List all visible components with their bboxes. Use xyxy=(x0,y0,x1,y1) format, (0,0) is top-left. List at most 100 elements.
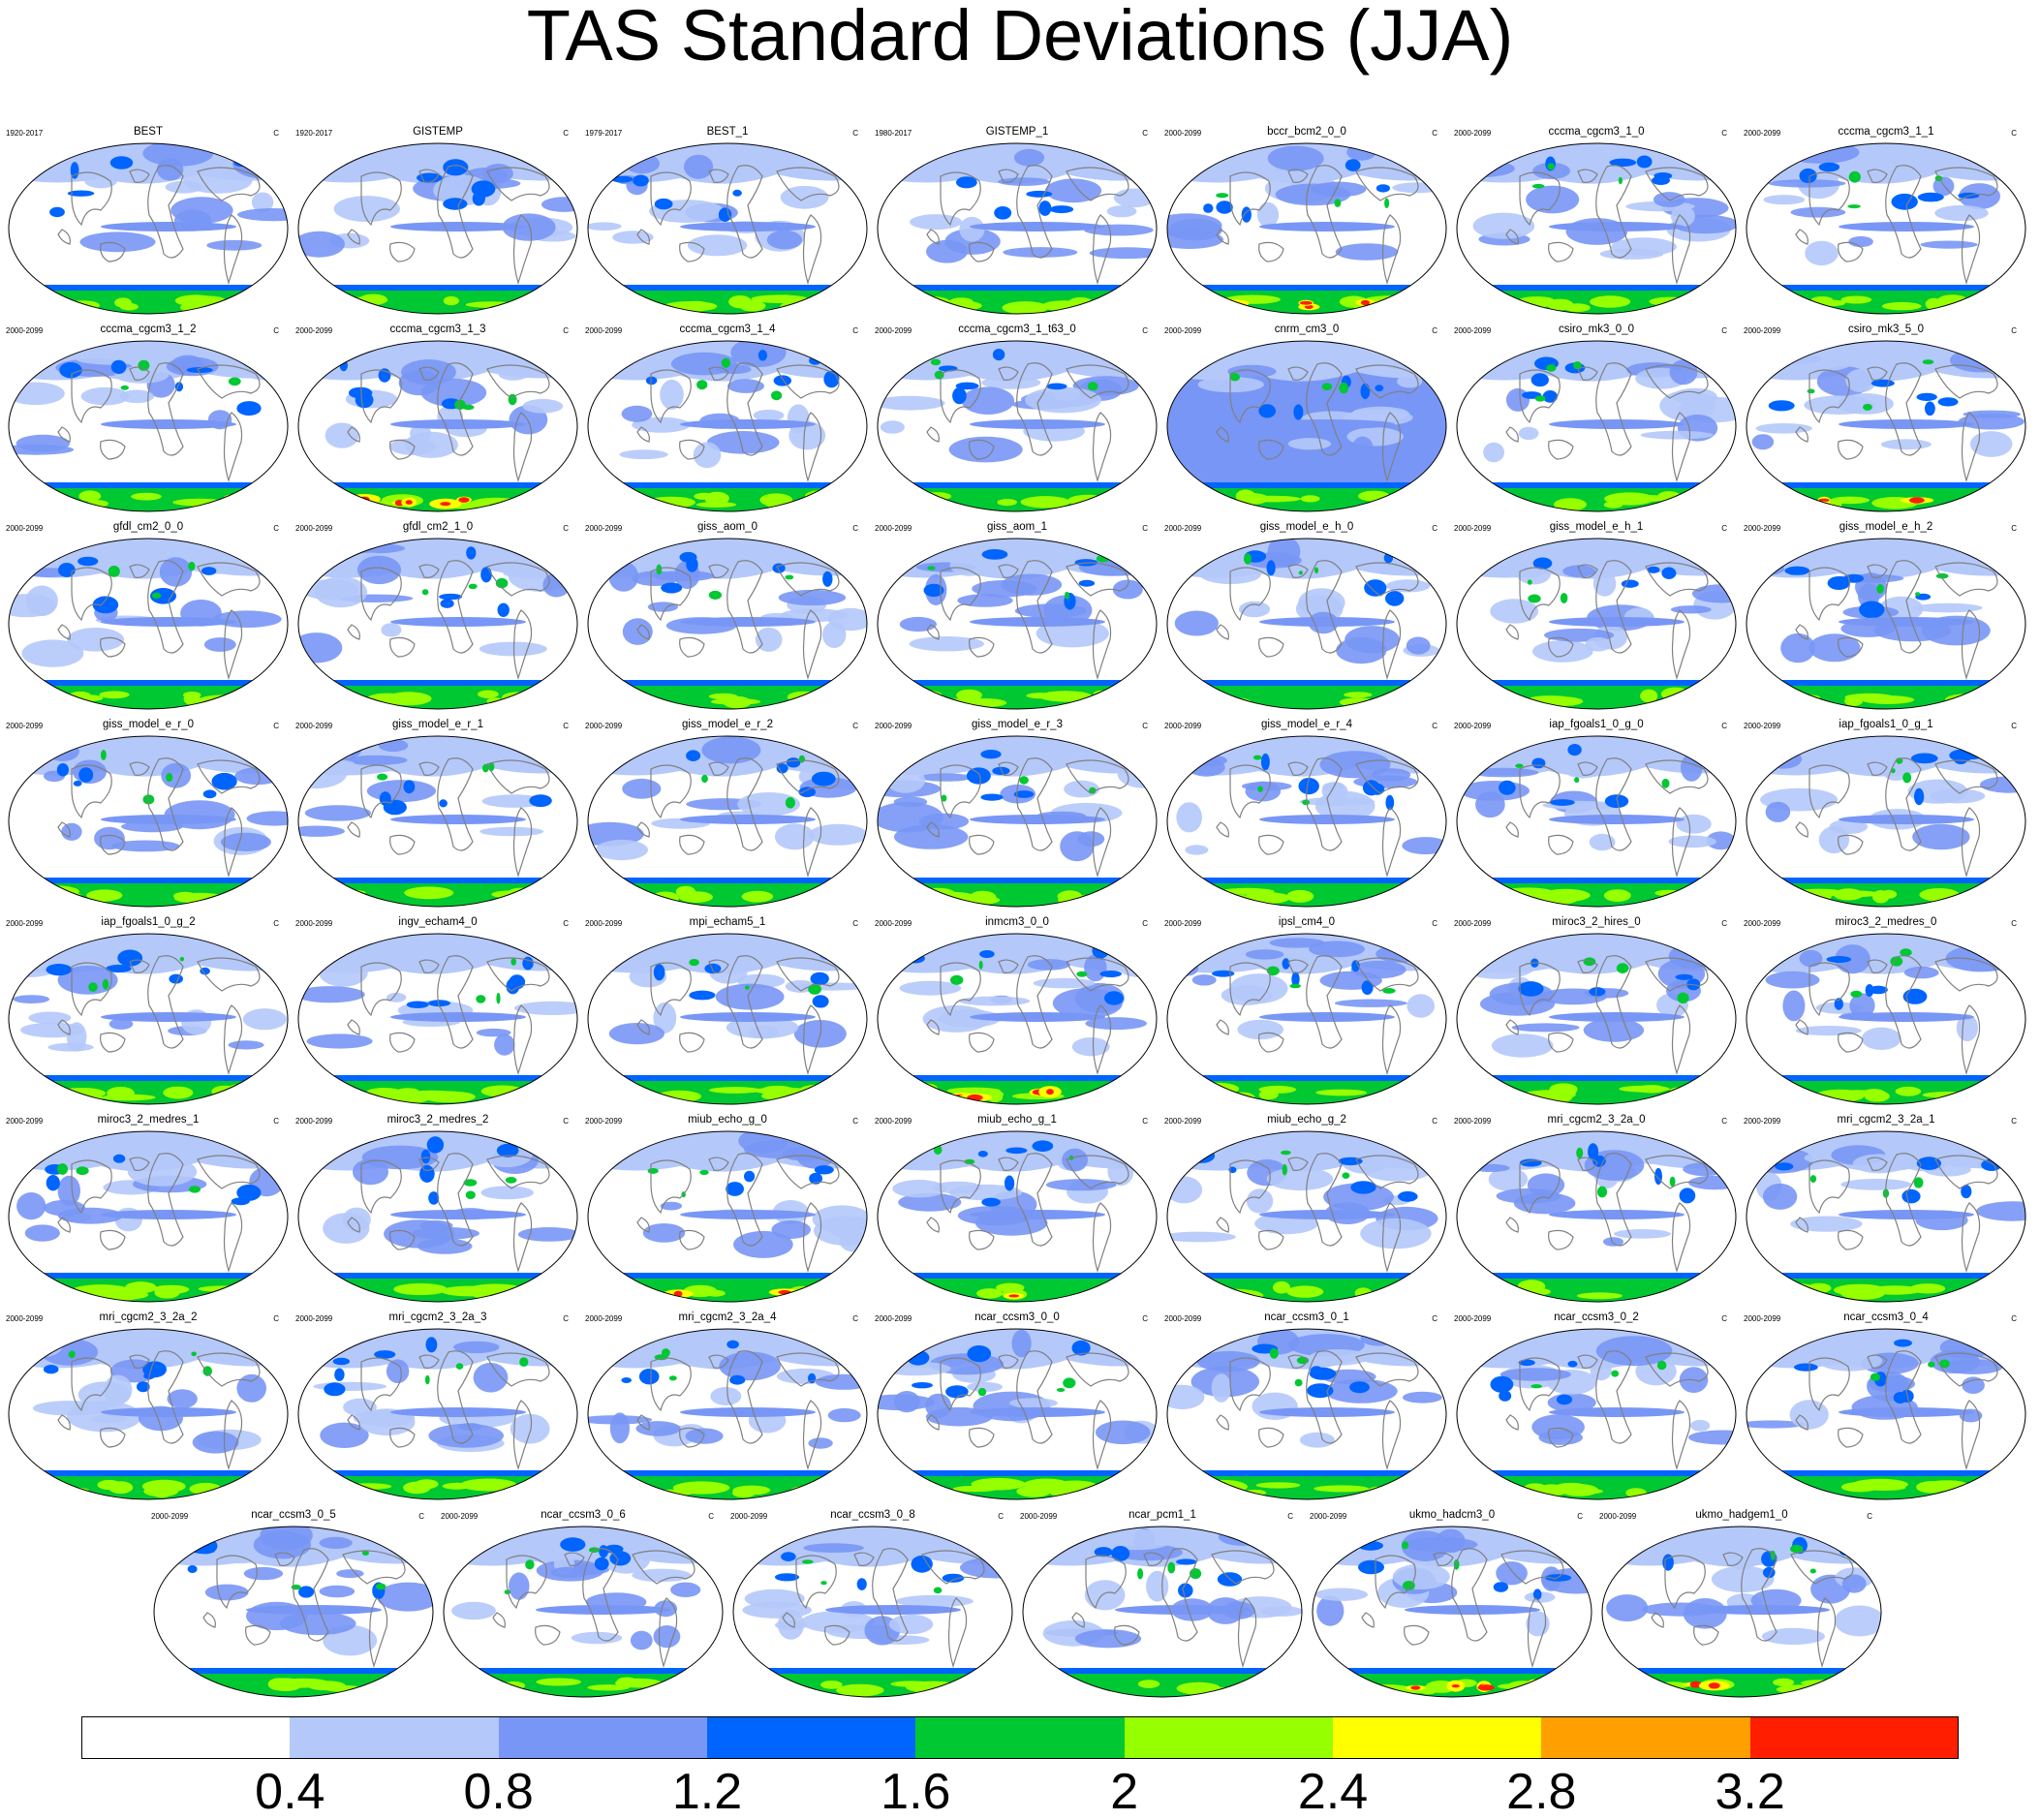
high-variability-patch xyxy=(348,386,373,399)
panel-units: C xyxy=(852,1314,858,1323)
coastline xyxy=(1216,624,1229,640)
map-panel: miroc3_2_medres_1 2000-2099 C xyxy=(4,1114,293,1308)
panel-title: csiro_mk3_0_0 xyxy=(1559,324,1634,335)
southern-variability-patch xyxy=(298,1288,346,1295)
variability-patch xyxy=(479,641,547,657)
southern-variability-patch xyxy=(629,894,657,905)
coastline xyxy=(129,366,150,381)
coastline xyxy=(100,241,126,262)
map-outline xyxy=(732,1526,1013,1698)
southern-variability-patch xyxy=(348,296,388,305)
southern-variability-patch xyxy=(1002,301,1049,314)
variability-patch xyxy=(298,986,365,1003)
high-variability-patch xyxy=(785,574,794,580)
coastline xyxy=(726,757,763,851)
coastline xyxy=(1867,1157,1888,1171)
coastline xyxy=(1433,1552,1454,1566)
high-variability-patch xyxy=(726,1340,739,1349)
high-variability-patch xyxy=(1596,1186,1608,1198)
southern-variability-patch xyxy=(1763,694,1808,704)
coastline xyxy=(1355,364,1419,399)
southern-variability-patch xyxy=(1167,1290,1208,1297)
variability-patch xyxy=(1261,1606,1302,1617)
equatorial-tongue xyxy=(101,222,236,231)
map-panel: ncar_pcm1_1 2000-2099 C xyxy=(1018,1509,1307,1703)
map-svg xyxy=(877,735,1158,908)
coastline xyxy=(1645,167,1709,201)
southern-variability-patch xyxy=(1210,299,1250,308)
panel-units: C xyxy=(563,326,569,335)
high-variability-patch xyxy=(1013,790,1035,798)
map-outline xyxy=(443,1526,724,1698)
variability-patch xyxy=(909,636,984,652)
southern-variability-patch xyxy=(1507,299,1530,308)
coastline xyxy=(1867,366,1888,381)
panel-units: C xyxy=(1142,1314,1148,1323)
high-variability-patch xyxy=(1911,753,1938,764)
southern-variability-patch xyxy=(1490,1283,1514,1294)
southern-variability-patch xyxy=(1783,498,1813,505)
high-variability-patch xyxy=(1291,972,1300,987)
southern-variability-patch xyxy=(946,1087,1001,1095)
variability-patch xyxy=(1085,1017,1147,1031)
southern-variability-patch xyxy=(506,694,525,707)
southern-variability-patch xyxy=(1180,1288,1226,1296)
panel-year-range: 1979-2017 xyxy=(585,129,623,138)
high-variability-patch xyxy=(428,1191,440,1205)
variability-patch xyxy=(910,214,963,231)
panel-title: ncar_ccsm3_0_4 xyxy=(1843,1311,1929,1323)
southern-variability-patch xyxy=(952,1485,998,1493)
southern-variability-patch xyxy=(936,698,976,708)
southern-variability-patch xyxy=(1863,1484,1906,1491)
coastline xyxy=(1548,1229,1574,1250)
coastline xyxy=(1934,957,1998,992)
panel-year-range: 2000-2099 xyxy=(585,722,623,730)
variability-patch xyxy=(406,943,444,958)
southern-variability-patch xyxy=(1463,1286,1511,1294)
panel-units: C xyxy=(273,1314,279,1323)
high-variability-patch xyxy=(1342,1172,1350,1179)
panel-units: C xyxy=(2011,129,2017,138)
coastline xyxy=(636,624,650,640)
high-variability-patch xyxy=(188,561,196,571)
variability-patch xyxy=(1011,1329,1032,1358)
variability-patch xyxy=(1488,1167,1529,1191)
variability-patch xyxy=(592,754,665,774)
variability-patch xyxy=(453,1341,500,1354)
variability-patch xyxy=(21,639,84,667)
southern-variability-patch xyxy=(125,1281,157,1294)
coastline xyxy=(100,1427,126,1448)
southern-variability-patch xyxy=(1759,499,1799,508)
southern-variability-patch xyxy=(1395,889,1434,899)
southern-variability-patch xyxy=(514,497,541,507)
equatorial-tongue xyxy=(680,617,816,627)
high-variability-patch xyxy=(1518,981,1544,997)
variability-patch xyxy=(1457,741,1509,755)
variability-patch xyxy=(16,1192,46,1220)
southern-variability-patch xyxy=(1973,1083,1990,1095)
high-variability-patch xyxy=(1384,198,1390,209)
map-outline xyxy=(1746,933,2026,1105)
high-variability-patch xyxy=(1078,579,1096,587)
variability-patch xyxy=(1840,1179,1912,1190)
high-variability-patch xyxy=(1203,203,1214,213)
coastline xyxy=(940,171,981,227)
panel-units: C xyxy=(1867,1512,1872,1521)
high-variability-patch xyxy=(686,750,701,761)
southern-variability-patch xyxy=(211,1085,238,1098)
high-variability-patch xyxy=(189,1186,201,1193)
map-svg xyxy=(877,538,1158,710)
variability-patch xyxy=(1013,148,1045,167)
southern-variability-patch xyxy=(1184,1484,1238,1496)
coastline xyxy=(1066,759,1129,794)
variability-patch xyxy=(1841,1574,1867,1593)
panel-year-range: 2000-2099 xyxy=(1744,722,1781,730)
variability-patch xyxy=(142,1330,203,1357)
map-svg xyxy=(1456,1328,1737,1500)
high-variability-patch xyxy=(1260,753,1270,771)
panel-title: ipsl_cm4_0 xyxy=(1278,916,1336,928)
variability-patch xyxy=(1299,1432,1335,1448)
panel-title: ncar_ccsm3_0_8 xyxy=(830,1509,915,1521)
variability-patch xyxy=(185,553,251,574)
map-outline xyxy=(1456,735,1737,908)
